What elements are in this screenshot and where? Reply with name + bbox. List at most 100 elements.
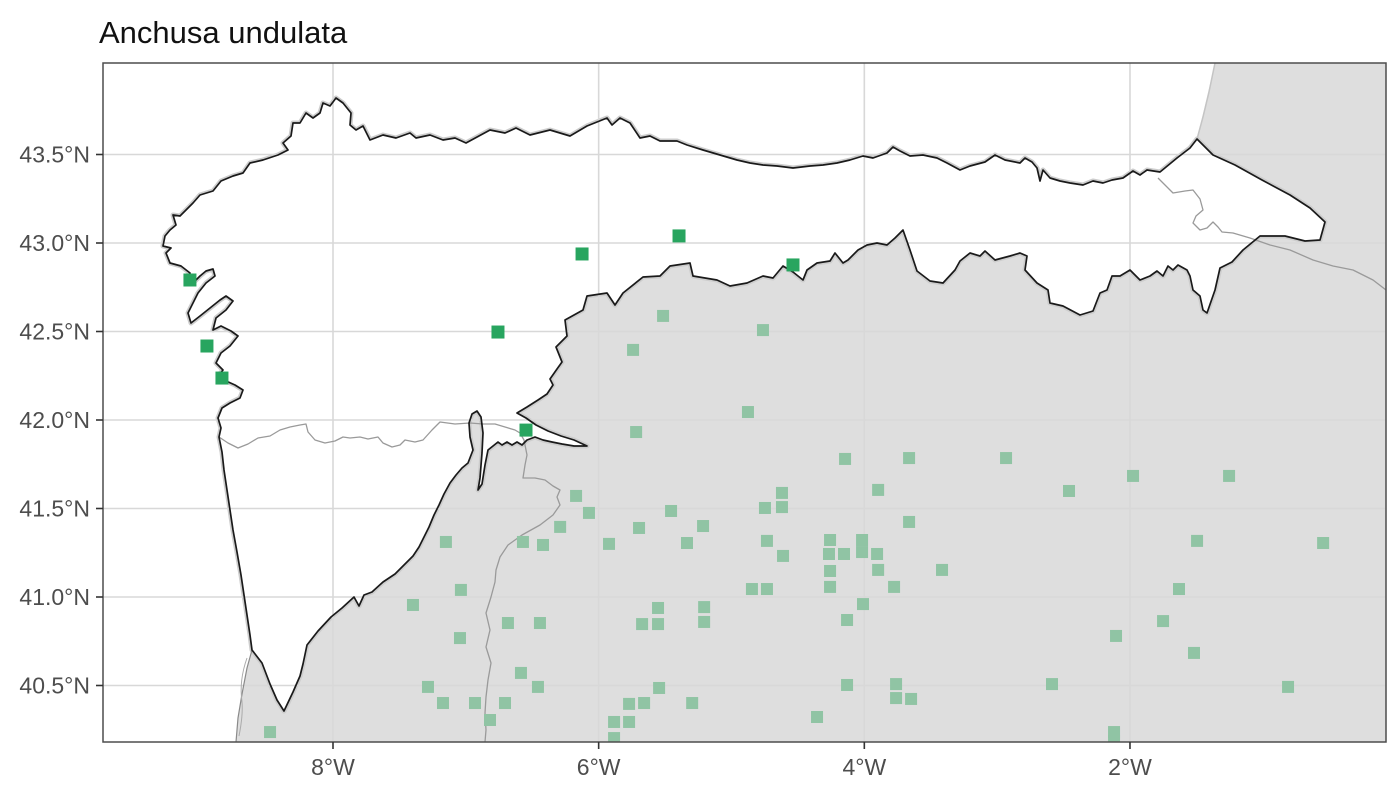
occurrence-point [760, 534, 773, 547]
occurrence-point [1108, 726, 1121, 739]
occurrence-point [888, 580, 901, 593]
occurrence-point [623, 715, 636, 728]
x-tick-label: 2°W [1108, 754, 1152, 780]
occurrence-point [554, 520, 567, 533]
y-tick-label: 42.0°N [19, 407, 90, 433]
occurrence-point [665, 504, 678, 517]
occurrence-point [697, 520, 710, 533]
occurrence-point [1191, 534, 1204, 547]
y-tick-label: 41.0°N [19, 584, 90, 610]
occurrence-point [811, 711, 824, 724]
occurrence-point [636, 618, 649, 631]
occurrence-point [775, 486, 788, 499]
occurrence-point [786, 258, 800, 272]
occurrence-point [638, 697, 651, 710]
occurrence-point [657, 309, 670, 322]
aveiro-lagoon-line [238, 657, 248, 737]
occurrence-point [903, 452, 916, 465]
occurrence-point [630, 426, 643, 439]
occurrence-point [775, 501, 788, 514]
occurrence-point [841, 678, 854, 691]
occurrence-point [758, 501, 771, 514]
occurrence-point [537, 538, 550, 551]
occurrence-point [264, 726, 277, 739]
occurrence-point [484, 714, 497, 727]
occurrence-point [603, 537, 616, 550]
occurrence-points-outside [264, 309, 1330, 742]
plot-title: Anchusa undulata [99, 15, 348, 50]
occurrence-point [608, 715, 621, 728]
occurrence-point [672, 229, 686, 243]
occurrence-point [582, 506, 595, 519]
occurrence-point [499, 697, 512, 710]
y-tick-label: 41.5°N [19, 496, 90, 522]
occurrence-point [1108, 735, 1121, 742]
graticule-gridlines [103, 63, 1386, 742]
occurrence-point [745, 583, 758, 596]
occurrence-point [856, 534, 869, 547]
occurrence-point [936, 563, 949, 576]
occurrence-point [215, 371, 229, 385]
occurrence-point [680, 537, 693, 550]
occurrence-point [824, 580, 837, 593]
occurrence-point [890, 692, 903, 705]
occurrence-point [839, 452, 852, 465]
occurrence-point [741, 406, 754, 419]
occurrence-point [841, 614, 854, 627]
y-axis-latitude: 43.5°N 43.0°N 42.5°N 42.0°N 41.5°N 41.0°N 40.5… [19, 142, 103, 699]
occurrence-point [1223, 469, 1236, 482]
occurrence-point [1188, 646, 1201, 659]
occurrence-points-inside [183, 229, 800, 437]
occurrence-point [1317, 537, 1330, 550]
occurrence-point [777, 549, 790, 562]
y-tick-label: 43.0°N [19, 230, 90, 256]
occurrence-point [200, 339, 214, 353]
occurrence-point [890, 678, 903, 691]
occurrence-point [872, 563, 885, 576]
occurrence-point [491, 325, 505, 339]
occurrence-point [903, 515, 916, 528]
y-tick-label: 42.5°N [19, 319, 90, 345]
occurrence-point [439, 535, 452, 548]
occurrence-point [856, 598, 869, 611]
occurrence-point [514, 666, 527, 679]
occurrence-point [183, 273, 197, 287]
land-outside-region-shape [236, 63, 1386, 742]
occurrence-point [822, 547, 835, 560]
occurrence-point [1172, 583, 1185, 596]
occurrence-point [698, 601, 711, 614]
occurrence-point [516, 535, 529, 548]
occurrence-point [905, 692, 918, 705]
navarra-france-border [1157, 177, 1386, 291]
occurrence-point [652, 618, 665, 631]
occurrence-point [1282, 680, 1295, 693]
occurrence-point [633, 521, 646, 534]
occurrence-point [533, 617, 546, 630]
map-panel [103, 63, 1386, 742]
occurrence-point [519, 423, 533, 437]
portugal-coast-south [235, 649, 253, 742]
occurrence-point [1110, 629, 1123, 642]
occurrence-point [653, 681, 666, 694]
occurrence-point [856, 546, 869, 559]
occurrence-point [501, 617, 514, 630]
occurrence-point [623, 697, 636, 710]
panel-border [102, 62, 1387, 743]
occurrence-point [608, 732, 621, 742]
y-tick-label: 40.5°N [19, 673, 90, 699]
occurrence-point [468, 697, 481, 710]
x-tick-label: 8°W [311, 754, 355, 780]
occurrence-point [824, 564, 837, 577]
occurrence-point [652, 601, 665, 614]
occurrence-point [698, 615, 711, 628]
x-tick-label: 6°W [577, 754, 621, 780]
occurrence-point [436, 697, 449, 710]
occurrence-point [1157, 615, 1170, 628]
france-coast-edge [1196, 63, 1216, 140]
x-tick-label: 4°W [842, 754, 886, 780]
occurrence-point [1046, 678, 1059, 691]
occurrence-point [760, 583, 773, 596]
occurrence-point [824, 534, 837, 547]
